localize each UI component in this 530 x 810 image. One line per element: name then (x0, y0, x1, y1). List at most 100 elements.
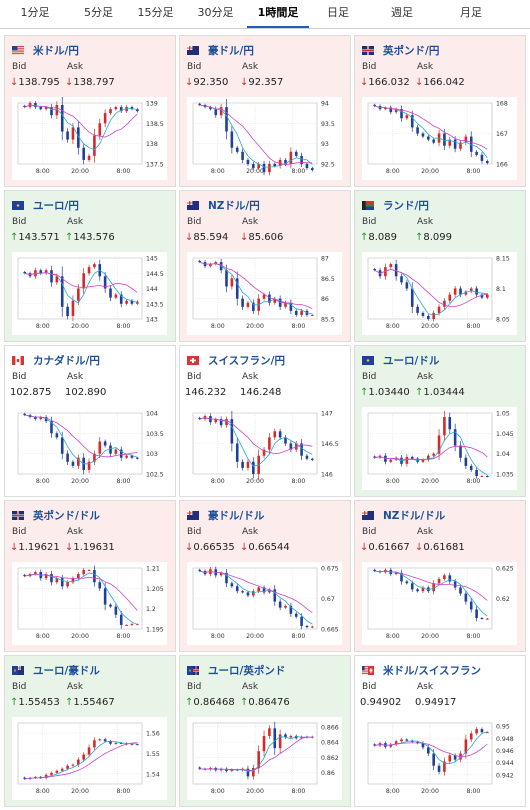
pair-name[interactable]: ランド/円 (383, 199, 429, 212)
bid-label: Bid (187, 62, 202, 72)
rate-card[interactable]: カナダドル/円 Bid Ask 102.875 102.890 104 103.5 103 10… (4, 345, 176, 497)
pair-name[interactable]: 英ポンド/円 (383, 44, 440, 57)
x-tick-label: 20:00 (246, 478, 264, 485)
bid-value-text: 0.86468 (193, 697, 235, 708)
bid-label: Bid (187, 682, 202, 692)
price-chart[interactable]: 0.675 0.67 0.665 8:00 20:00 8:00 (187, 562, 342, 645)
y-tick-label: 103.5 (146, 431, 164, 438)
price-chart[interactable]: 0.866 0.864 0.862 0.86 8:00 20:00 8:00 (187, 717, 342, 800)
pair-name[interactable]: ユーロ/ドル (383, 354, 440, 367)
price-chart[interactable]: 145 144.5 144 143.5 143 8:00 20:00 8:00 (12, 252, 167, 335)
flag-icon (187, 665, 199, 675)
rate-card[interactable]: 英ポンド/ドル Bid Ask ↓1.19621 ↓1.19631 1.21 1.205 1.… (4, 500, 176, 652)
candle (103, 276, 107, 289)
candle (50, 574, 53, 583)
pair-name[interactable]: 英ポンド/ドル (33, 509, 100, 522)
bid-value-text: 166.032 (368, 77, 410, 88)
flag-icon (187, 355, 199, 365)
pair-name[interactable]: NZドル/円 (208, 199, 260, 212)
candle (241, 591, 244, 593)
pair-name[interactable]: カナダドル/円 (33, 354, 100, 367)
price-chart[interactable]: 87 86.5 86 85.5 8:00 20:00 8:00 (187, 252, 342, 335)
pair-name[interactable]: 豪ドル/ドル (208, 509, 265, 522)
ma-short-line (199, 261, 313, 315)
arrow-up-icon: ↑ (360, 232, 369, 243)
rate-card[interactable]: NZドル/ドル Bid Ask ↓0.61667 ↓0.61681 0.625 0.62 8:… (354, 500, 526, 652)
rate-card[interactable]: ユーロ/円 Bid Ask ↑143.571 ↑143.576 145 144.5 144 14… (4, 190, 176, 342)
candle (453, 288, 457, 295)
price-chart[interactable]: 168 167 166 8:00 20:00 8:00 (362, 97, 517, 180)
pair-name[interactable]: ユーロ/英ポンド (208, 664, 286, 677)
candle (459, 288, 462, 295)
tab-2[interactable]: 15分足 (137, 6, 174, 19)
tab-3[interactable]: 30分足 (197, 6, 234, 19)
rate-card[interactable]: 英ポンド/円 Bid Ask ↓166.032 ↓166.042 168 167 166 8:0… (354, 35, 526, 187)
tab-4[interactable]: 1時間足 (247, 0, 309, 28)
pair-name[interactable]: NZドル/ドル (383, 509, 446, 522)
candle (273, 431, 277, 438)
y-tick-label: 144.5 (146, 271, 164, 278)
price-chart[interactable]: 147 146.5 146 8:00 20:00 8:00 (187, 407, 342, 490)
pair-name[interactable]: ユーロ/円 (33, 199, 79, 212)
ask-label: Ask (67, 62, 84, 72)
bid-value-text: 1.55453 (18, 697, 60, 708)
price-chart[interactable]: 94 93.5 93 92.5 8:00 20:00 8:00 (187, 97, 342, 180)
candle (219, 419, 223, 426)
tab-0[interactable]: 1分足 (20, 6, 50, 19)
pair-name[interactable]: ユーロ/豪ドル (33, 664, 100, 677)
tab-5[interactable]: 日足 (327, 6, 349, 19)
candle (114, 294, 118, 298)
x-tick-label: 8:00 (291, 168, 305, 175)
candle (34, 417, 37, 420)
tab-7[interactable]: 月足 (460, 6, 482, 19)
candle (480, 476, 484, 478)
rate-card[interactable]: 米ドル/円 Bid Ask ↓138.795 ↓138.797 139 138.5 138 13… (4, 35, 176, 187)
rate-card[interactable]: スイスフラン/円 Bid Ask 146.232 146.248 147 146.5 146 8… (179, 345, 351, 497)
rate-card[interactable]: ユーロ/ドル Bid Ask ↑1.03440 ↑1.03444 1.05 1.045 1.0… (354, 345, 526, 497)
x-tick-label: 20:00 (71, 323, 89, 330)
rate-card[interactable]: ユーロ/豪ドル Bid Ask ↑1.55453 ↑1.55467 1.56 1.55 1.5… (4, 655, 176, 807)
candle (405, 282, 409, 289)
price-chart[interactable]: 104 103.5 103 102.5 8:00 20:00 8:00 (12, 407, 167, 490)
y-tick-label: 147 (321, 411, 333, 418)
price-chart[interactable]: 139 138.5 138 137.5 8:00 20:00 8:00 (12, 97, 167, 180)
candle (214, 109, 218, 116)
ask-value-text: 8.099 (423, 232, 453, 243)
price-chart[interactable]: 0.625 0.62 8:00 20:00 8:00 (362, 562, 517, 645)
ma-short-line (24, 740, 138, 780)
y-tick-label: 0.675 (321, 566, 339, 573)
candle (389, 744, 393, 747)
price-chart[interactable]: 8.15 8.1 8.05 8:00 20:00 8:00 (362, 252, 517, 335)
tab-1[interactable]: 5分足 (84, 6, 113, 19)
y-tick-label: 86.5 (321, 276, 335, 283)
flag-icon (12, 200, 24, 210)
price-chart[interactable]: 1.05 1.045 1.04 1.035 8:00 20:00 8:00 (362, 407, 517, 490)
pair-name[interactable]: 豪ドル/円 (208, 44, 254, 57)
rate-card[interactable]: 豪ドル/円 Bid Ask ↓92.350 ↓92.357 94 93.5 93 92.5 8:0… (179, 35, 351, 187)
rate-card[interactable]: 米ドル/スイスフラン Bid Ask 0.94902 0.94917 0.95 0.948 0… (354, 655, 526, 807)
candle (480, 618, 484, 620)
tab-6[interactable]: 週足 (391, 6, 413, 19)
candle (125, 300, 128, 304)
x-tick-label: 8:00 (291, 633, 305, 640)
bid-label: Bid (362, 372, 377, 382)
candle (66, 765, 69, 769)
x-tick-label: 8:00 (116, 633, 130, 640)
x-tick-label: 20:00 (246, 788, 264, 795)
candle (93, 453, 96, 462)
arrow-down-icon: ↓ (415, 77, 424, 88)
rate-card[interactable]: 豪ドル/ドル Bid Ask ↓0.66535 ↓0.66544 0.675 0.67 0.6… (179, 500, 351, 652)
ask-label: Ask (242, 217, 259, 227)
price-chart[interactable]: 1.56 1.55 1.54 8:00 20:00 8:00 (12, 717, 167, 800)
pair-name[interactable]: 米ドル/円 (33, 44, 79, 57)
candle (55, 105, 59, 116)
pair-name[interactable]: 米ドル/スイスフラン (383, 664, 482, 677)
rate-card[interactable]: ランド/円 Bid Ask ↑8.089 ↑8.099 8.15 8.1 8.05 8:00 20… (354, 190, 526, 342)
y-tick-label: 0.86 (321, 770, 335, 777)
price-chart[interactable]: 1.21 1.205 1.2 1.195 8:00 20:00 8:00 (12, 562, 167, 645)
arrow-down-icon: ↓ (360, 542, 369, 553)
rate-card[interactable]: NZドル/円 Bid Ask ↓85.594 ↓85.606 87 86.5 86 85.5 8:… (179, 190, 351, 342)
rate-card[interactable]: ユーロ/英ポンド Bid Ask ↑0.86468 ↑0.86476 0.866 0.864… (179, 655, 351, 807)
pair-name[interactable]: スイスフラン/円 (208, 354, 286, 367)
price-chart[interactable]: 0.95 0.948 0.946 0.944 0.942 8:00 20:00 8:00 (362, 717, 517, 800)
